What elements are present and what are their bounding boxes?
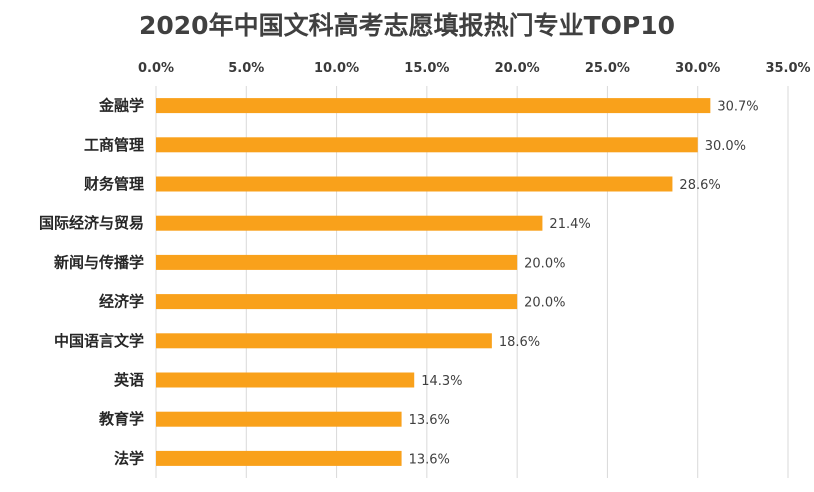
bar — [156, 372, 415, 388]
chart-title: 2020年中国文科高考志愿填报热门专业TOP10 — [139, 11, 675, 40]
data-label: 21.4% — [549, 217, 590, 232]
category-label: 法学 — [114, 449, 144, 467]
data-label: 20.0% — [524, 296, 565, 311]
category-label: 英语 — [114, 371, 144, 389]
data-label: 20.0% — [524, 256, 565, 271]
data-label: 18.6% — [499, 335, 540, 350]
bar — [156, 137, 698, 153]
category-label: 国际经济与贸易 — [39, 214, 144, 232]
bar — [156, 215, 543, 231]
x-tick-label: 20.0% — [495, 61, 540, 76]
data-label: 30.0% — [705, 139, 746, 154]
x-tick-label: 5.0% — [228, 61, 264, 76]
category-label: 金融学 — [98, 97, 144, 115]
x-tick-label: 10.0% — [314, 61, 359, 76]
data-label: 28.6% — [679, 178, 720, 193]
bar — [156, 333, 492, 349]
data-label: 13.6% — [409, 413, 450, 428]
bar — [156, 176, 673, 192]
bar — [156, 294, 518, 310]
category-label: 新闻与传播学 — [54, 253, 144, 271]
bar — [156, 254, 518, 270]
x-tick-label: 0.0% — [138, 61, 174, 76]
category-label: 工商管理 — [84, 136, 144, 154]
category-label: 教育学 — [98, 410, 144, 428]
x-tick-label: 35.0% — [765, 61, 810, 76]
data-label: 14.3% — [421, 374, 462, 389]
x-tick-label: 30.0% — [675, 61, 720, 76]
bar — [156, 98, 711, 114]
x-tick-label: 15.0% — [404, 61, 449, 76]
bar — [156, 450, 402, 466]
category-label: 中国语言文学 — [54, 332, 144, 350]
bar — [156, 411, 402, 427]
category-label: 财务管理 — [84, 175, 144, 193]
data-label: 13.6% — [409, 452, 450, 467]
category-label: 经济学 — [99, 293, 144, 311]
x-tick-label: 25.0% — [585, 61, 630, 76]
data-label: 30.7% — [717, 100, 758, 115]
